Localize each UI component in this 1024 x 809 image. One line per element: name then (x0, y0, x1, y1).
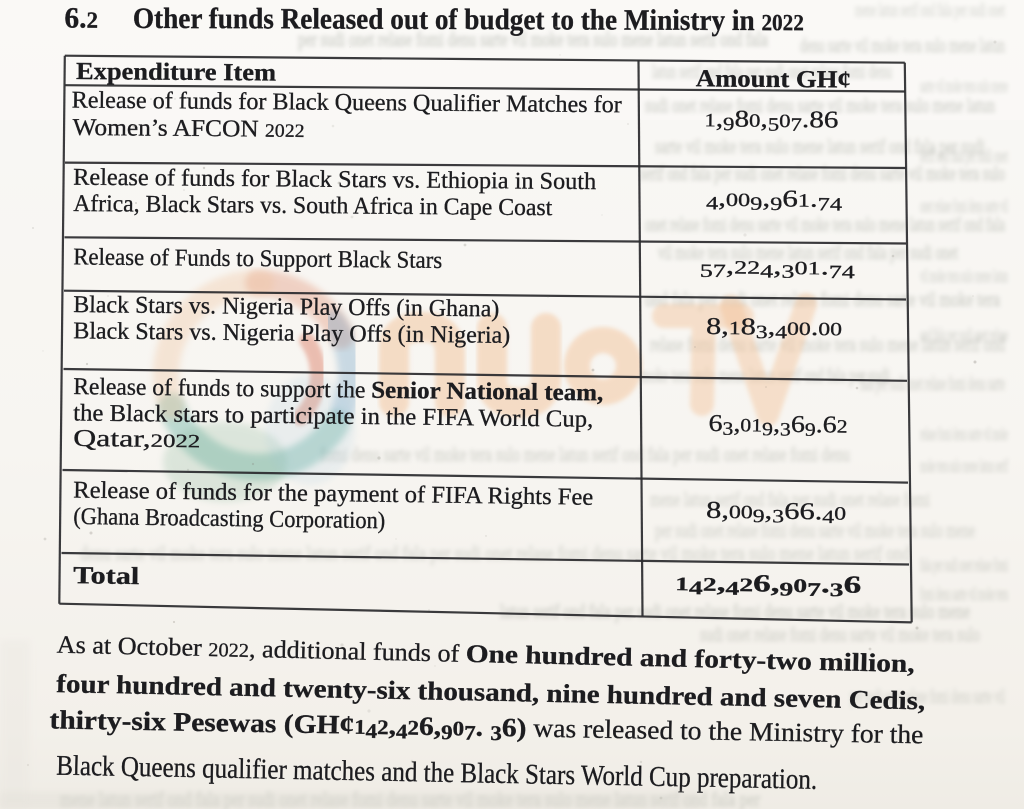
svg-text:Total: Total (73, 562, 140, 590)
svg-text:Black Stars vs. Nigeria Play O: Black Stars vs. Nigeria Play Offs (in Gh… (73, 292, 499, 322)
svg-text:Expenditure Item: Expenditure Item (76, 58, 276, 87)
svg-text:moke tera sulo mene latun seri: moke tera sulo mene latun serif (920, 456, 1008, 477)
svg-text:Qatar,2022: Qatar, 2 0 2 2 (73, 426, 200, 454)
svg-text:8,183,400.00: 8,18 3,4 0 0.0 0 (706, 314, 842, 344)
svg-text:onet relase fomi denu sarte vi: onet relase fomi denu sarte vil (920, 196, 1008, 217)
svg-text:Release of Funds to Support Bl: Release of Funds to Support Black Stars (73, 244, 442, 274)
svg-text:mene latun serif ond fala per: mene latun serif ond fala per sudi onet … (650, 489, 930, 511)
svg-text:fomi denu sarte vil moke tera: fomi denu sarte vil moke tera sulo mene … (320, 444, 850, 466)
svg-text:denu sarte vil moke tera sulo: denu sarte vil moke tera sulo mene latun (800, 35, 1005, 57)
svg-text:Black Stars vs. Nigeria Play O: Black Stars vs. Nigeria Play Offs (in Ni… (73, 318, 510, 349)
svg-text:Release of funds to support th: Release of funds to support the Senior N… (73, 374, 603, 406)
svg-text:sudi onet relase fomi denu sar: sudi onet relase fomi denu sarte vil mok… (645, 95, 995, 117)
svg-text:serif ond fala per sudi onet r: serif ond fala per sudi onet relase fomi… (640, 163, 1005, 185)
svg-text:6.2: 6.2 (64, 3, 98, 35)
svg-text:latun serif ond fala per sudi: latun serif ond fala per sudi onet relas… (500, 601, 970, 623)
svg-text:onet relase fomi denu sarte vi: onet relase fomi denu sarte vil moke ter… (645, 214, 1005, 236)
svg-text:mene latun serif ond fala per: mene latun serif ond fala per sudi onet (855, 0, 1005, 21)
svg-text:Africa, Black Stars vs. South: Africa, Black Stars vs. South Africa in … (73, 191, 553, 221)
svg-text:57,224,301.74: 57,224,301.74 (700, 253, 856, 283)
svg-text:per sudi onet relase fomi denu: per sudi onet relase fomi denu sarte vil… (298, 29, 768, 51)
svg-text:relase fomi denu sarte vil mok: relase fomi denu sarte vil moke (920, 424, 1008, 445)
svg-text:fala per sudi onet relase fomi: fala per sudi onet relase fomi denu sart… (860, 373, 1005, 395)
svg-text:fala per sudi onet relase fomi: fala per sudi onet relase fomi (920, 555, 1008, 576)
svg-text:per sudi onet relase fomi denu: per sudi onet relase fomi denu sarte vil (850, 686, 1005, 708)
svg-text:sudi onet relase fomi denu sar: sudi onet relase fomi denu sarte vil mok… (700, 624, 980, 646)
svg-text:ond fala per sudi onet relase: ond fala per sudi onet relase (920, 325, 1008, 346)
svg-text:Release of funds for Black Sta: Release of funds for Black Stars vs. Eth… (73, 165, 596, 196)
svg-text:denu sarte vil moke tera sulo: denu sarte vil moke tera sulo mene latun… (80, 543, 910, 565)
svg-text:142,426,907.36: 142,426,907.36 (675, 569, 861, 601)
svg-text:vil moke tera sulo mene latun: vil moke tera sulo mene latun serif ond … (658, 242, 958, 264)
svg-text:Amount GH¢: Amount GH¢ (696, 65, 851, 93)
svg-text:Other funds Released out of bu: Other funds Released out of budget to th… (133, 3, 804, 37)
svg-text:per sudi onet relase fomi denu: per sudi onet relase fomi denu sarte vil… (655, 520, 975, 542)
svg-text:sarte vil moke tera sulo mene: sarte vil moke tera sulo mene (920, 76, 1008, 97)
svg-text:serif ond fala per sudi onet: serif ond fala per sudi onet (920, 146, 1008, 167)
svg-text:latun serif ond fala per sudi: latun serif ond fala per sudi onet relas… (652, 61, 892, 83)
svg-text:63,019,369.62: 63,019,369.62 (708, 411, 847, 441)
svg-text:(Ghana Broadcasting Corporatio: (Ghana Broadcasting Corporation) (73, 504, 385, 534)
svg-text:Release of funds for Black Que: Release of funds for Black Queens Qualif… (72, 88, 622, 119)
svg-text:sarte vil moke tera sulo mene: sarte vil moke tera sulo mene latun seri… (655, 136, 985, 158)
svg-text:vil moke tera sulo mene latun: vil moke tera sulo mene latun (920, 266, 1008, 287)
svg-text:fomi denu sarte vil moke tera: fomi denu sarte vil moke tera (920, 584, 1008, 605)
